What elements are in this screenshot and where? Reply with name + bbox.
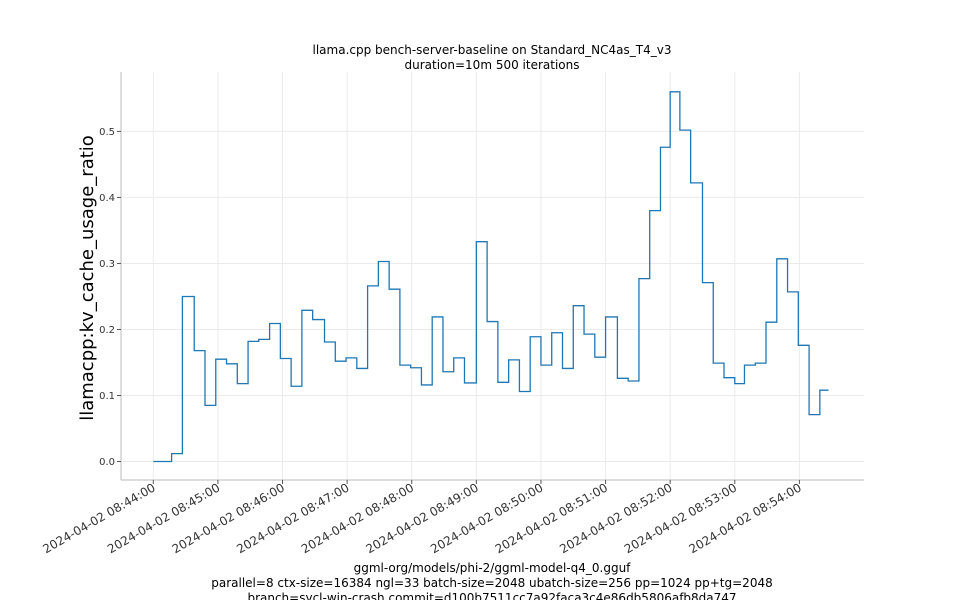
data-point (638, 278, 640, 280)
y-tick-label: 0.4 (99, 193, 115, 204)
data-point (301, 310, 303, 312)
data-point (765, 321, 767, 323)
y-tick-label: 0.2 (99, 325, 115, 336)
data-point (312, 319, 314, 321)
x-tick-label: 2024-04-02 08:44:00 (40, 480, 157, 556)
data-point (744, 364, 746, 366)
data-point (215, 358, 217, 360)
y-tick-label: 0.1 (99, 391, 115, 402)
data-point (551, 332, 553, 334)
data-point (280, 358, 282, 360)
chart-subtitle: duration=10m 500 iterations (405, 58, 580, 72)
data-point (356, 368, 358, 370)
series-layer (153, 91, 830, 463)
data-point (236, 383, 238, 385)
data-point (204, 405, 206, 407)
x-tick-label: 2024-04-02 08:52:00 (557, 480, 674, 556)
data-point (334, 360, 336, 362)
data-point (367, 285, 369, 287)
data-point (508, 359, 510, 361)
data-point (669, 91, 671, 93)
data-point (497, 381, 499, 383)
data-point (171, 453, 173, 455)
grid-lines (121, 72, 864, 480)
data-point (540, 364, 542, 366)
data-point (754, 362, 756, 364)
x-tick-label: 2024-04-02 08:49:00 (363, 480, 480, 556)
data-point (712, 362, 714, 364)
data-point (617, 378, 619, 380)
x-tick-label: 2024-04-02 08:54:00 (687, 480, 804, 556)
data-point (679, 129, 681, 131)
axes (120, 72, 864, 481)
data-point (776, 258, 778, 260)
data-point (153, 461, 155, 463)
data-point (787, 291, 789, 293)
series-line (153, 91, 829, 463)
data-point (519, 391, 521, 393)
data-point (562, 368, 564, 370)
y-tick-label: 0.0 (99, 457, 115, 468)
data-point (247, 341, 249, 343)
data-point (605, 316, 607, 318)
x-tick-label: 2024-04-02 08:45:00 (105, 480, 222, 556)
footer-parameters: parallel=8 ctx-size=16384 ngl=33 batch-s… (211, 576, 772, 590)
x-tick-label: 2024-04-02 08:53:00 (622, 480, 739, 556)
x-tick-label: 2024-04-02 08:47:00 (234, 480, 351, 556)
data-point (828, 389, 830, 391)
data-point (476, 241, 478, 243)
y-tick-label: 0.5 (99, 127, 115, 138)
data-point (529, 336, 531, 338)
data-point (410, 367, 412, 369)
y-axis-label: llamacpp:kv_cache_usage_ratio (77, 135, 98, 421)
data-point (690, 182, 692, 184)
data-point (388, 288, 390, 290)
data-point (399, 364, 401, 366)
data-point (442, 371, 444, 373)
data-point (453, 357, 455, 359)
data-point (734, 383, 736, 385)
data-point (226, 363, 228, 365)
data-point (660, 146, 662, 148)
data-point (258, 339, 260, 341)
data-point (290, 385, 292, 387)
data-point (819, 389, 821, 391)
data-point (723, 377, 725, 379)
data-point (421, 384, 423, 386)
data-point (798, 345, 800, 347)
chart-title: llama.cpp bench-server-baseline on Stand… (313, 43, 672, 57)
data-point (486, 321, 488, 323)
footer-branch-commit: branch=sycl-win-crash commit=d100b7511cc… (247, 591, 736, 600)
x-tick-label: 2024-04-02 08:48:00 (299, 480, 416, 556)
data-point (182, 296, 184, 298)
data-point (193, 350, 195, 352)
data-point (627, 380, 629, 382)
data-point (269, 323, 271, 325)
y-tick-label: 0.3 (99, 259, 115, 270)
data-point (649, 210, 651, 212)
x-tick-label: 2024-04-02 08:46:00 (170, 480, 287, 556)
footer-model-path: ggml-org/models/phi-2/ggml-model-q4_0.gg… (354, 561, 632, 575)
x-tick-label: 2024-04-02 08:50:00 (428, 480, 545, 556)
data-point (345, 357, 347, 359)
data-point (572, 305, 574, 307)
data-point (431, 316, 433, 318)
data-point (702, 282, 704, 284)
data-point (378, 261, 380, 263)
data-point (594, 356, 596, 358)
data-point (583, 333, 585, 335)
y-axis-ticks: 0.0 0.1 0.2 0.3 0.4 0.5 (99, 127, 121, 468)
data-point (324, 341, 326, 343)
data-point (464, 382, 466, 384)
x-tick-label: 2024-04-02 08:51:00 (493, 480, 610, 556)
data-point (808, 414, 810, 416)
